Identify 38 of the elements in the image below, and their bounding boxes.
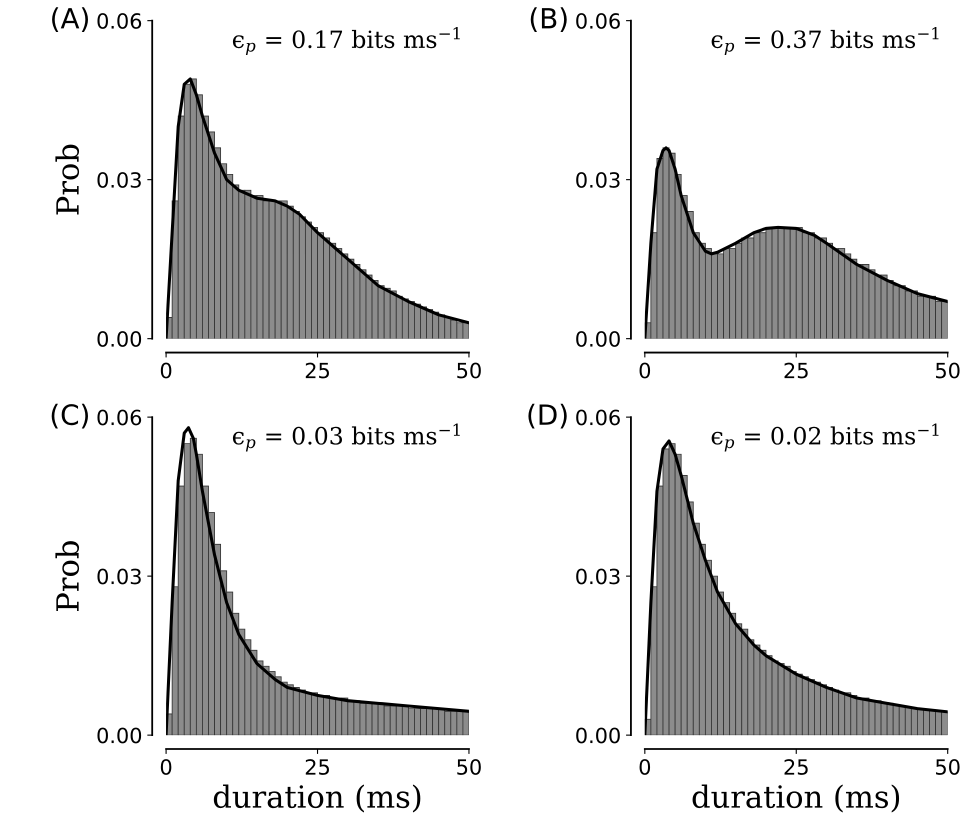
- x-tick-label: 25: [306, 362, 329, 378]
- chart-title: (B): [530, 7, 567, 32]
- y-tick-label: 0.06: [97, 410, 142, 426]
- x-tick-label: 0: [160, 759, 172, 775]
- chart-title: (C): [52, 404, 88, 428]
- x-tick-label: 50: [457, 759, 481, 775]
- x-tick-label: 0: [640, 759, 650, 775]
- y-tick-label: 0.00: [97, 331, 142, 347]
- y-tick-label: 0.00: [576, 728, 620, 744]
- x-tick-label: 50: [936, 362, 960, 378]
- annotation: ϵ$_{p}$ = 0.37 bits ms$^{−1}$: [712, 27, 938, 55]
- annotation: ϵ$_{p}$ = 0.17 bits ms$^{−1}$: [232, 27, 460, 55]
- chart-title: (D): [528, 404, 567, 428]
- y-tick-label: 0.03: [97, 568, 141, 584]
- y-axis-title: Prob: [55, 144, 80, 215]
- x-axis-title: duration (ms): [214, 784, 420, 812]
- y-tick-label: 0.06: [576, 13, 620, 29]
- annotation: ϵ$_{p}$ = 0.02 bits ms$^{−1}$: [712, 423, 938, 452]
- line-series: [166, 77, 469, 339]
- y-tick-label: 0.03: [576, 568, 620, 584]
- x-tick-label: 25: [784, 362, 808, 378]
- y-axis-title: Prob: [55, 541, 80, 612]
- x-tick-label: 0: [640, 362, 650, 378]
- x-axis-title: duration (ms): [692, 784, 900, 812]
- y-tick-label: 0.06: [576, 410, 620, 426]
- annotation: ϵ$_{p}$ = 0.03 bits ms$^{−1}$: [232, 423, 460, 452]
- line-series: [644, 146, 948, 339]
- x-tick-label: 50: [457, 362, 481, 378]
- y-tick-label: 0.00: [576, 331, 620, 347]
- y-tick-label: 0.03: [97, 172, 141, 188]
- chart-title: (A): [52, 7, 88, 32]
- y-tick-label: 0.06: [97, 13, 142, 29]
- y-tick-label: 0.00: [97, 728, 142, 744]
- x-tick-label: 25: [784, 759, 808, 775]
- x-tick-label: 50: [936, 759, 960, 775]
- x-tick-label: 25: [306, 759, 329, 775]
- x-tick-label: 0: [160, 362, 172, 378]
- y-tick-label: 0.03: [576, 172, 620, 188]
